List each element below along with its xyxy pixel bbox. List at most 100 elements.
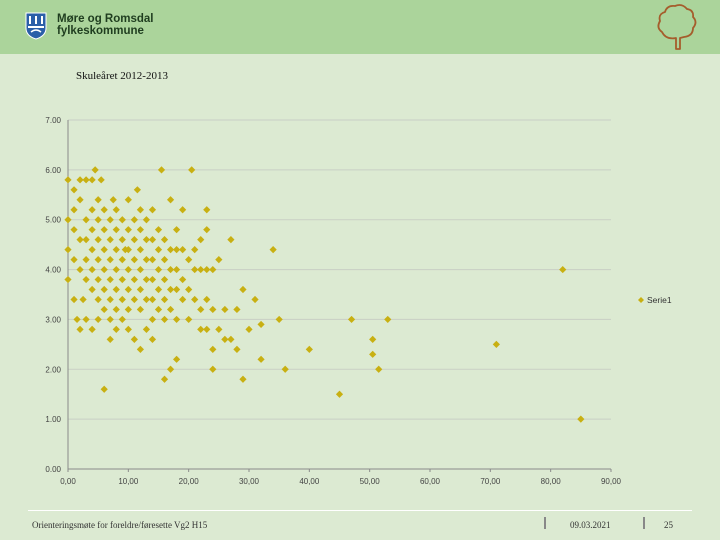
data-point (82, 236, 90, 244)
data-point (209, 365, 217, 373)
data-point (369, 350, 377, 358)
data-point (82, 256, 90, 264)
data-point (112, 226, 120, 234)
data-point (148, 236, 157, 244)
data-point (118, 236, 126, 244)
data-point (118, 315, 126, 324)
data-point (209, 265, 217, 274)
data-point (76, 325, 84, 333)
data-point (142, 236, 151, 244)
data-point (157, 166, 166, 174)
data-point (221, 305, 229, 314)
data-point (100, 305, 108, 314)
data-point (130, 295, 138, 304)
slide-subtitle: Skuleåret 2012-2013 (76, 70, 168, 82)
data-point (257, 320, 265, 329)
chart-tick-labels: 0.00 1.00 2.00 3.00 4.00 5.00 6.00 7.00 0,00 10,0… (45, 116, 621, 486)
data-point (136, 285, 144, 294)
data-point (97, 176, 105, 184)
data-point (79, 295, 87, 304)
chart-gridlines (67, 119, 612, 472)
data-point (173, 315, 181, 324)
data-point (305, 345, 313, 353)
data-point (166, 305, 175, 314)
x-tick-label: 10,00 (118, 477, 139, 486)
data-point (76, 196, 84, 204)
data-point (251, 295, 259, 304)
data-point (136, 206, 144, 214)
data-point (64, 176, 72, 184)
footer-separator (643, 517, 645, 529)
data-point (191, 246, 199, 254)
data-point (173, 265, 181, 274)
x-tick-label: 70,00 (480, 477, 501, 486)
data-point (148, 206, 157, 214)
data-point (118, 295, 126, 304)
data-point (154, 246, 163, 254)
data-point (94, 275, 102, 284)
data-point (215, 325, 223, 333)
data-point (197, 305, 205, 314)
data-point (185, 256, 193, 264)
data-point (106, 216, 114, 224)
data-point (173, 246, 181, 254)
data-point (82, 216, 90, 224)
data-point (130, 236, 138, 244)
data-point (148, 335, 157, 343)
data-point (100, 385, 108, 393)
chart-legend: Serie1 (638, 295, 672, 305)
data-point (118, 256, 126, 264)
data-point (233, 345, 241, 353)
y-tick-label: 6.00 (45, 166, 61, 175)
data-point (275, 315, 283, 324)
data-point (148, 256, 157, 264)
data-point (179, 295, 187, 304)
data-point (197, 265, 205, 274)
data-point (209, 345, 217, 353)
data-point (160, 256, 169, 264)
data-point (64, 216, 72, 224)
y-tick-label: 3.00 (45, 315, 61, 324)
data-point (100, 285, 108, 294)
footer-divider (28, 510, 692, 511)
data-point (76, 176, 84, 184)
data-point (185, 315, 193, 324)
data-point (154, 265, 163, 274)
data-point (142, 275, 151, 284)
data-point (179, 246, 187, 254)
data-point (130, 216, 138, 224)
data-point (197, 325, 205, 333)
tree-logo-icon (657, 4, 697, 50)
data-point (94, 216, 102, 224)
data-point (154, 305, 163, 314)
y-tick-label: 5.00 (45, 216, 61, 225)
data-point (160, 315, 169, 324)
data-point (173, 226, 181, 234)
data-point (142, 295, 151, 304)
data-point (239, 375, 247, 383)
data-point (124, 325, 132, 333)
data-point (124, 246, 132, 254)
data-point (142, 256, 151, 264)
x-tick-label: 90,00 (601, 477, 622, 486)
data-point (221, 335, 229, 343)
data-point (203, 226, 211, 234)
footer-page-number: 25 (664, 520, 673, 530)
data-point (369, 335, 377, 343)
footer-separator (544, 517, 546, 529)
data-point (70, 186, 78, 194)
y-tick-label: 7.00 (45, 116, 61, 125)
data-point (82, 315, 90, 324)
data-point (130, 256, 138, 264)
data-point (70, 295, 78, 304)
data-point (88, 246, 96, 254)
y-tick-label: 2.00 (45, 365, 61, 374)
data-point (64, 246, 72, 254)
x-tick-label: 60,00 (420, 477, 441, 486)
x-tick-label: 50,00 (360, 477, 381, 486)
data-point (239, 285, 247, 294)
data-point (112, 305, 120, 314)
data-point (559, 265, 567, 274)
data-point (179, 275, 187, 284)
data-point (82, 176, 90, 184)
